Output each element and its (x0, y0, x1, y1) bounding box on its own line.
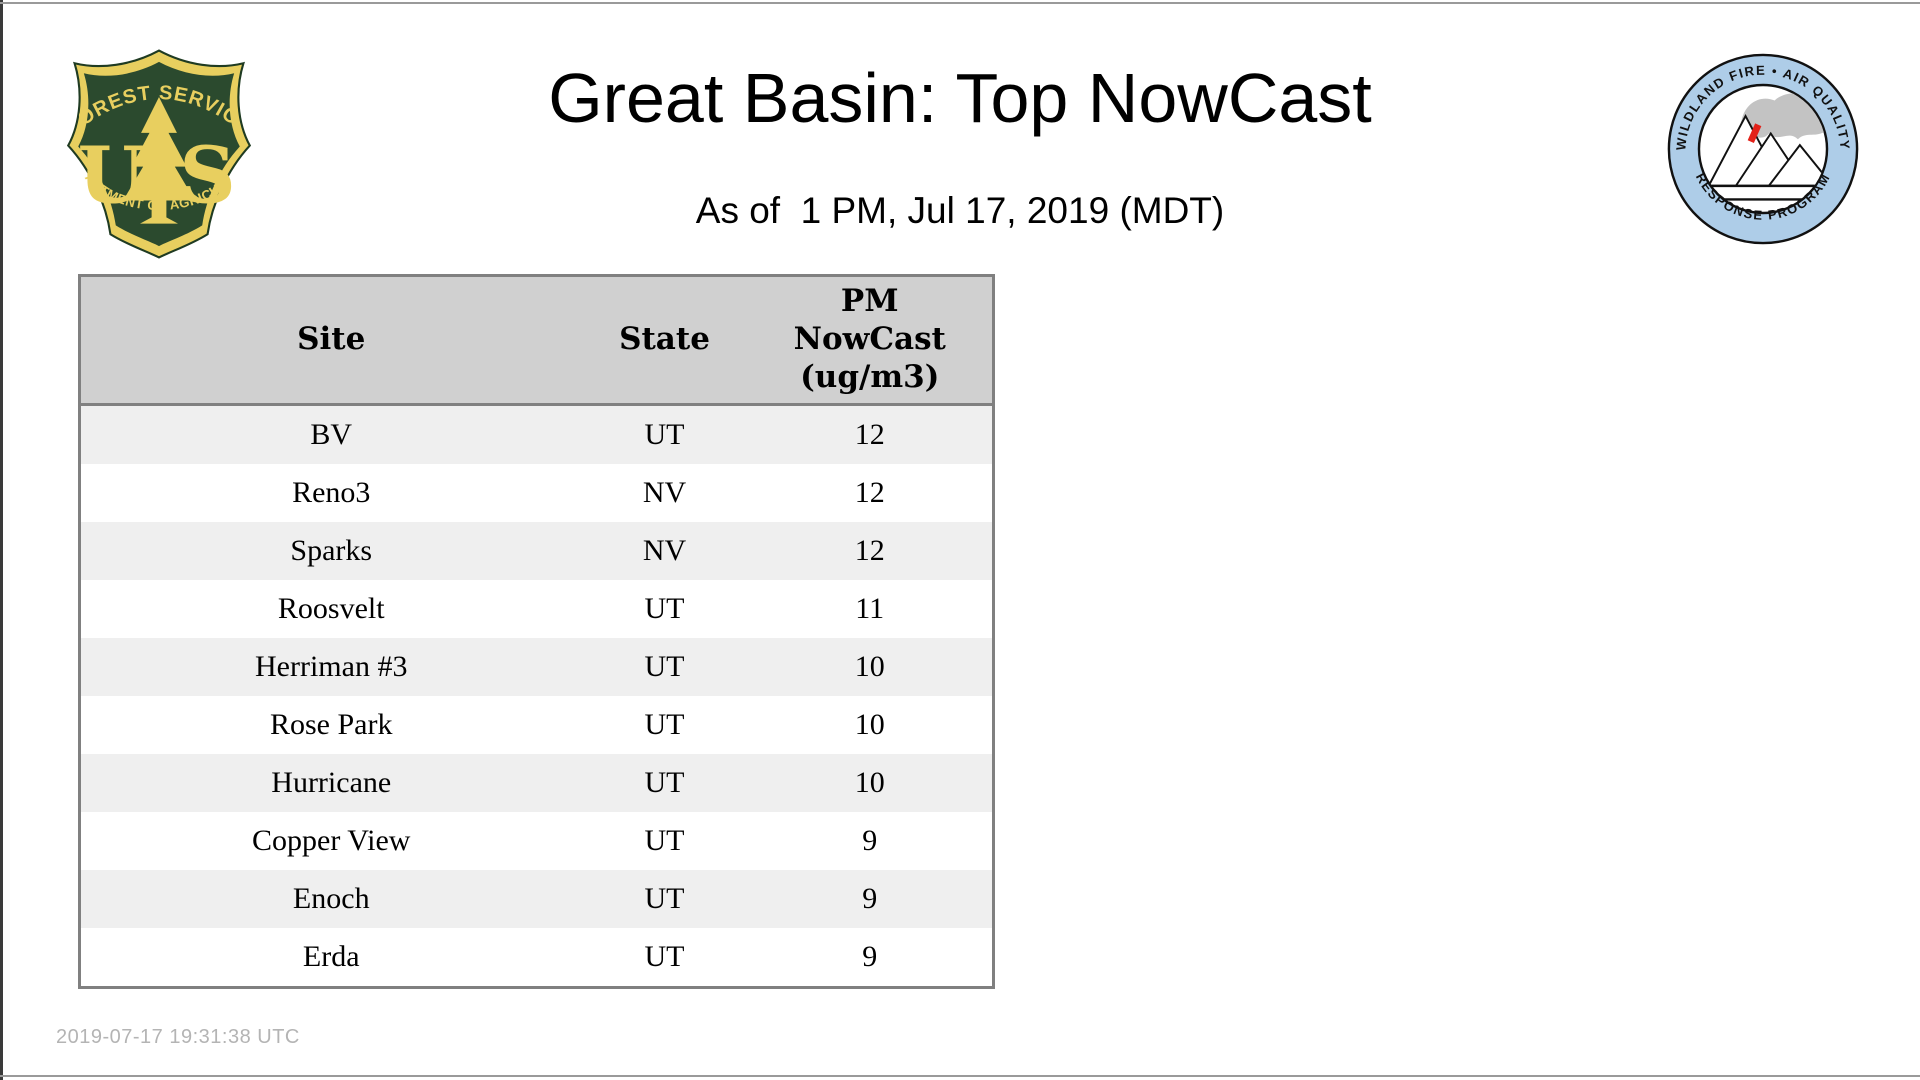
page-top-border-line (0, 2, 1920, 4)
col-header-state: State (581, 275, 748, 406)
table-row: Erda UT 9 (79, 928, 994, 988)
nowcast-table-body: BV UT 12 Reno3 NV 12 Sparks NV 12 Roosvelt UT 11 Her… (79, 404, 994, 988)
table-row: Hurricane UT 10 (79, 754, 994, 812)
cell-site: Copper View (79, 812, 582, 870)
usfs-logo: FOREST SERVICE DEPARTMENT OF AGRICULTURE… (57, 31, 254, 260)
cell-nowcast: 9 (747, 812, 994, 870)
header-row: Site State PM NowCast (ug/m3) (79, 275, 994, 406)
cell-state: UT (581, 870, 748, 928)
pine-tree-icon (123, 97, 195, 224)
cell-site: Rose Park (79, 696, 582, 754)
cell-state: UT (581, 404, 748, 464)
cell-nowcast: 12 (747, 464, 994, 522)
table-row: Sparks NV 12 (79, 522, 994, 580)
cell-site: Reno3 (79, 464, 582, 522)
page-subtitle: As of 1 PM, Jul 17, 2019 (MDT) (695, 190, 1225, 231)
cell-nowcast: 10 (747, 754, 994, 812)
cell-nowcast: 12 (747, 404, 994, 464)
nowcast-table-header: Site State PM NowCast (ug/m3) (79, 275, 994, 406)
usfs-letter-s: S (179, 131, 235, 222)
page-bottom-border-line (0, 1075, 1920, 1077)
col-header-site: Site (79, 275, 582, 406)
cell-state: UT (581, 696, 748, 754)
cell-state: NV (581, 522, 748, 580)
cell-site: BV (79, 404, 582, 464)
usfs-shield-icon: FOREST SERVICE DEPARTMENT OF AGRICULTURE… (57, 31, 252, 259)
cell-state: UT (581, 580, 748, 638)
page-title: Great Basin: Top NowCast (548, 59, 1372, 137)
cell-site: Herriman #3 (79, 638, 582, 696)
cell-state: UT (581, 638, 748, 696)
table-row: Reno3 NV 12 (79, 464, 994, 522)
cell-state: UT (581, 812, 748, 870)
wfaqrp-logo: WILDLAND FIRE • AIR QUALITY RESPONSE PRO… (1666, 38, 1860, 260)
table-row: Copper View UT 9 (79, 812, 994, 870)
fire-mark (1747, 123, 1762, 143)
wfaqrp-badge-icon: WILDLAND FIRE • AIR QUALITY RESPONSE PRO… (1667, 53, 1859, 245)
cell-site: Enoch (79, 870, 582, 928)
cell-site: Hurricane (79, 754, 582, 812)
cell-nowcast: 9 (747, 928, 994, 988)
cell-site: Sparks (79, 522, 582, 580)
cell-nowcast: 11 (747, 580, 994, 638)
table-row: Herriman #3 UT 10 (79, 638, 994, 696)
cell-state: NV (581, 464, 748, 522)
col-header-pm: PM NowCast (ug/m3) (747, 275, 994, 406)
cell-state: UT (581, 928, 748, 988)
cell-state: UT (581, 754, 748, 812)
table-row: Roosvelt UT 11 (79, 580, 994, 638)
footer-timestamp: 2019-07-17 19:31:38 UTC (56, 1026, 300, 1048)
nowcast-table: Site State PM NowCast (ug/m3) BV UT 12 Reno3 N… (78, 274, 995, 989)
table-row: BV UT 12 (79, 404, 994, 464)
page-left-edge-line (0, 0, 3, 1080)
cell-nowcast: 10 (747, 638, 994, 696)
cell-nowcast: 10 (747, 696, 994, 754)
cell-nowcast: 9 (747, 870, 994, 928)
table-row: Rose Park UT 10 (79, 696, 994, 754)
cell-site: Erda (79, 928, 582, 988)
table-row: Enoch UT 9 (79, 870, 994, 928)
cell-nowcast: 12 (747, 522, 994, 580)
usfs-letter-u: U (77, 131, 145, 222)
cell-site: Roosvelt (79, 580, 582, 638)
